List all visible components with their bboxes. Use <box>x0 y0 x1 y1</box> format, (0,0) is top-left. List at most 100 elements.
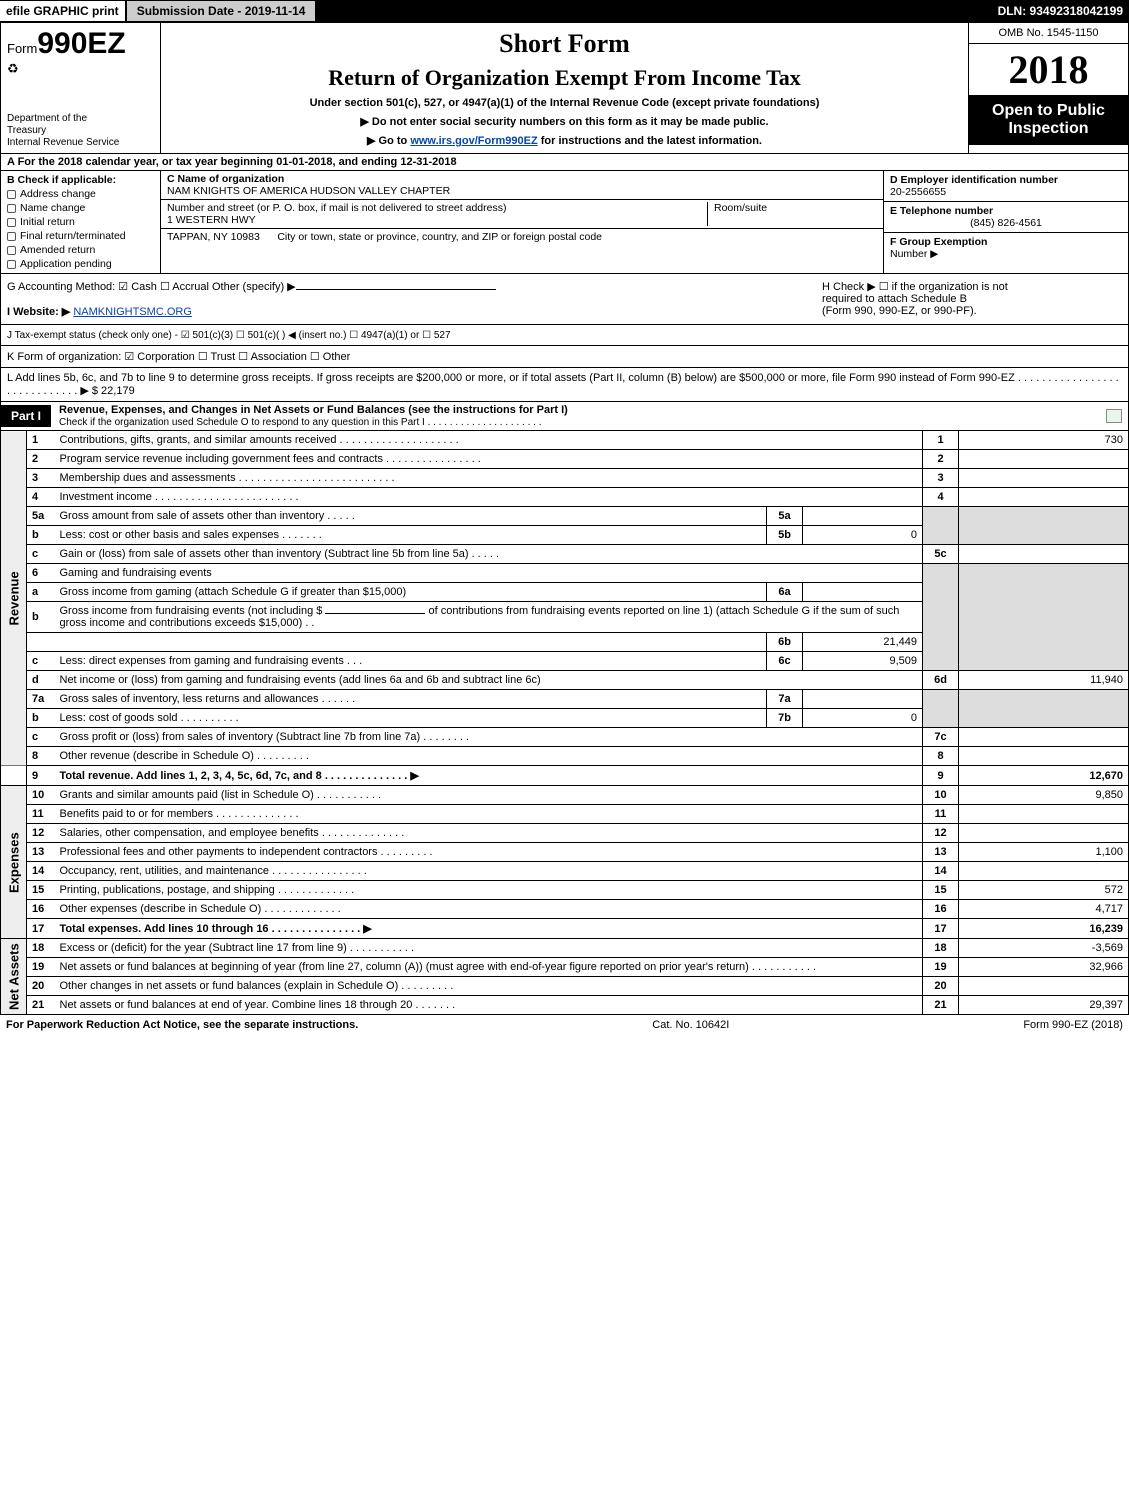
opt-name-change[interactable]: Name change <box>7 202 154 214</box>
mid-num: 7b <box>767 709 803 728</box>
table-row: 20Other changes in net assets or fund ba… <box>1 977 1129 996</box>
line-num: 11 <box>27 805 55 824</box>
line-desc: Contributions, gifts, grants, and simila… <box>55 431 923 450</box>
opt-amended-return[interactable]: Amended return <box>7 244 154 256</box>
line-num: c <box>27 545 55 564</box>
row-k: K Form of organization: ☑ Corporation ☐ … <box>0 346 1129 368</box>
block-bcd: B Check if applicable: Address change Na… <box>0 171 1129 274</box>
line-rtnum: 12 <box>923 824 959 843</box>
room-label: Room/suite <box>714 202 877 214</box>
g-text: G Accounting Method: ☑ Cash ☐ Accrual Ot… <box>7 281 296 293</box>
line-num: 5a <box>27 507 55 526</box>
line-num: 6 <box>27 564 55 583</box>
recycle-icon: ♻ <box>7 61 154 77</box>
shaded-cell <box>959 690 1129 728</box>
line-num: b <box>27 709 55 728</box>
mid-num: 5b <box>767 526 803 545</box>
header-left: Form990EZ ♻ Department of the Treasury I… <box>1 23 161 153</box>
opt-label: Final return/terminated <box>20 230 126 242</box>
table-row: 15Printing, publications, postage, and s… <box>1 881 1129 900</box>
opt-label: Amended return <box>20 244 95 256</box>
opt-application-pending[interactable]: Application pending <box>7 258 154 270</box>
shaded-cell <box>959 564 1129 671</box>
line-rtnum: 2 <box>923 450 959 469</box>
table-row: 17Total expenses. Add lines 10 through 1… <box>1 919 1129 939</box>
table-row: 6Gaming and fundraising events <box>1 564 1129 583</box>
line-rtnum: 1 <box>923 431 959 450</box>
table-row: 11Benefits paid to or for members . . . … <box>1 805 1129 824</box>
d-val: 20-2556655 <box>890 186 1122 198</box>
j-text: J Tax-exempt status (check only one) - ☑… <box>7 330 451 341</box>
line-num: 7a <box>27 690 55 709</box>
line-val: 29,397 <box>959 996 1129 1015</box>
line-val: 572 <box>959 881 1129 900</box>
part1-header: Part I Revenue, Expenses, and Changes in… <box>0 402 1129 431</box>
line-desc: Gross amount from sale of assets other t… <box>55 507 767 526</box>
g-accounting: G Accounting Method: ☑ Cash ☐ Accrual Ot… <box>7 280 822 318</box>
netassets-side: Net Assets <box>1 939 27 1015</box>
line-desc: Gross income from gaming (attach Schedul… <box>55 583 767 602</box>
opt-address-change[interactable]: Address change <box>7 188 154 200</box>
footer-left: For Paperwork Reduction Act Notice, see … <box>6 1019 358 1031</box>
i-label: I Website: ▶ <box>7 306 70 318</box>
form-number: Form990EZ ♻ <box>7 27 154 77</box>
line-desc: Less: cost of goods sold . . . . . . . .… <box>55 709 767 728</box>
line-desc: Excess or (deficit) for the year (Subtra… <box>55 939 923 958</box>
row-l: L Add lines 5b, 6c, and 7b to line 9 to … <box>0 368 1129 402</box>
top-bar: efile GRAPHIC print Submission Date - 20… <box>0 0 1129 22</box>
line-num: 4 <box>27 488 55 507</box>
line-num: 21 <box>27 996 55 1015</box>
line-num: 9 <box>27 766 55 786</box>
mid-num: 6b <box>767 633 803 652</box>
shaded-cell <box>923 690 959 728</box>
table-row: 2Program service revenue including gover… <box>1 450 1129 469</box>
line-desc: Membership dues and assessments . . . . … <box>55 469 923 488</box>
table-row: Revenue 1 Contributions, gifts, grants, … <box>1 431 1129 450</box>
opt-initial-return[interactable]: Initial return <box>7 216 154 228</box>
opt-final-return[interactable]: Final return/terminated <box>7 230 154 242</box>
table-row: 21Net assets or fund balances at end of … <box>1 996 1129 1015</box>
open-public: Open to Public Inspection <box>969 96 1128 145</box>
line-val <box>959 805 1129 824</box>
mid-val: 9,509 <box>803 652 923 671</box>
line-desc: Other expenses (describe in Schedule O) … <box>55 900 923 919</box>
city-val: TAPPAN, NY 10983 <box>167 231 260 243</box>
table-row: 3Membership dues and assessments . . . .… <box>1 469 1129 488</box>
line-num: a <box>27 583 55 602</box>
department-block: Department of the Treasury Internal Reve… <box>7 113 154 149</box>
line-num: 8 <box>27 747 55 766</box>
irs-link[interactable]: www.irs.gov/Form990EZ <box>410 135 537 147</box>
g-underline <box>296 289 496 290</box>
omb-number: OMB No. 1545-1150 <box>969 23 1128 44</box>
line-desc: Net assets or fund balances at beginning… <box>55 958 923 977</box>
line-desc: Investment income . . . . . . . . . . . … <box>55 488 923 507</box>
checkbox-icon <box>7 218 16 227</box>
e-label: E Telephone number <box>890 205 1122 217</box>
line-num: 19 <box>27 958 55 977</box>
revenue-side: Revenue <box>1 431 27 766</box>
org-name: NAM KNIGHTS OF AMERICA HUDSON VALLEY CHA… <box>167 185 877 197</box>
website-link[interactable]: NAMKNIGHTSMC.ORG <box>73 306 192 318</box>
line-desc: Gain or (loss) from sale of assets other… <box>55 545 923 564</box>
return-title: Return of Organization Exempt From Incom… <box>169 65 960 91</box>
line-num: b <box>27 526 55 545</box>
checkbox-icon <box>7 204 16 213</box>
table-row: 4Investment income . . . . . . . . . . .… <box>1 488 1129 507</box>
row-a-tax-year: A For the 2018 calendar year, or tax yea… <box>0 154 1129 171</box>
line-desc: Gaming and fundraising events <box>55 564 923 583</box>
d-ein: D Employer identification number 20-2556… <box>884 171 1128 202</box>
line-rtnum: 15 <box>923 881 959 900</box>
line-desc: Other changes in net assets or fund bala… <box>55 977 923 996</box>
part1-check[interactable] <box>1106 409 1122 423</box>
h-line1: H Check ▶ ☐ if the organization is not <box>822 280 1122 293</box>
dept-line3: Internal Revenue Service <box>7 137 154 149</box>
street-val: 1 WESTERN HWY <box>167 214 707 226</box>
opt-label: Name change <box>20 202 85 214</box>
line-desc: Net assets or fund balances at end of ye… <box>55 996 923 1015</box>
efile-label: efile GRAPHIC print <box>0 1 125 21</box>
part1-desc: Revenue, Expenses, and Changes in Net As… <box>51 402 1106 430</box>
line-desc: Salaries, other compensation, and employ… <box>55 824 923 843</box>
line-desc: Total revenue. Add lines 1, 2, 3, 4, 5c,… <box>55 766 923 786</box>
line-desc: Less: direct expenses from gaming and fu… <box>55 652 767 671</box>
c-name-label: C Name of organization <box>167 173 877 185</box>
